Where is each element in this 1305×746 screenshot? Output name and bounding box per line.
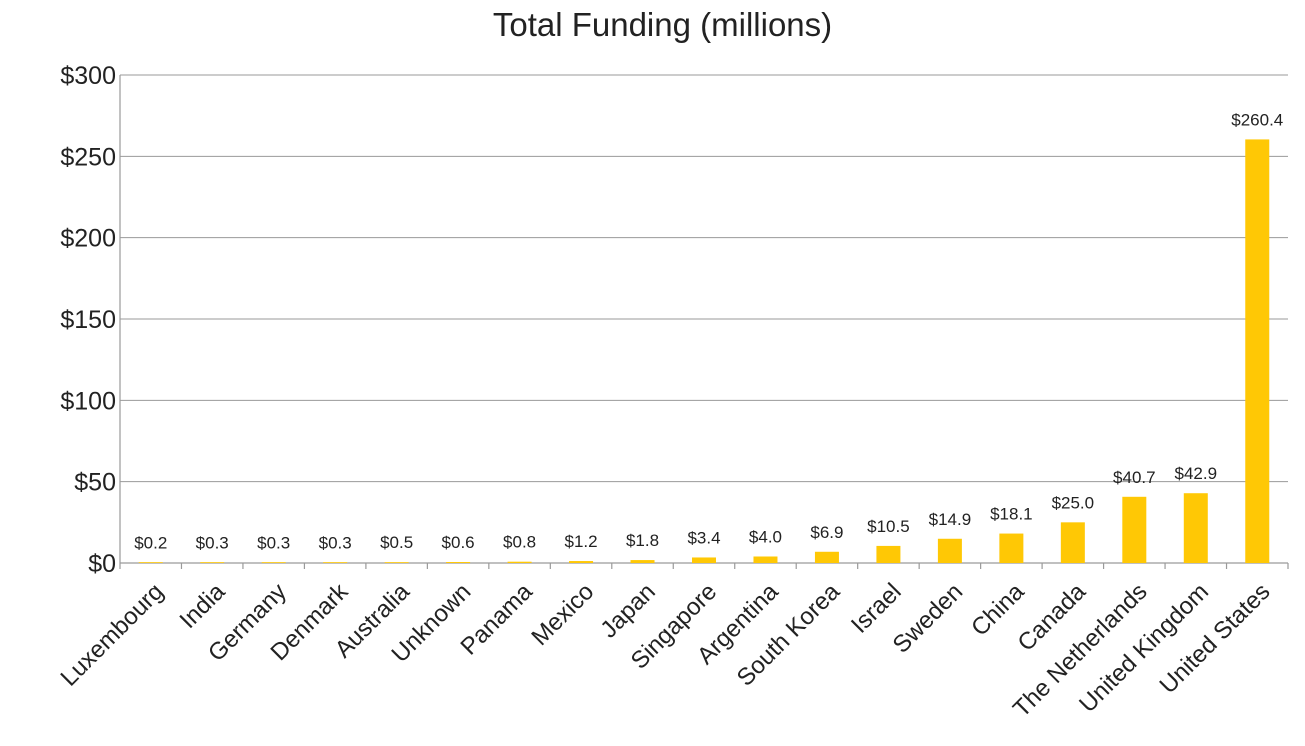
bar: [1245, 139, 1270, 563]
data-label: $260.4: [1231, 110, 1283, 129]
x-tick-label: Luxembourg: [56, 578, 169, 691]
gridlines: [119, 74, 1289, 569]
data-label: $14.9: [929, 510, 972, 529]
data-label: $25.0: [1052, 493, 1095, 512]
bar: [200, 562, 225, 563]
bar: [876, 545, 901, 563]
y-axis-ticks: $0 $50 $100 $150 $200 $250 $300: [60, 62, 116, 578]
data-label: $6.9: [810, 523, 843, 542]
y-tick-label: $50: [74, 469, 116, 497]
data-label: $0.6: [442, 533, 475, 552]
data-label: $1.2: [565, 532, 598, 551]
bar: [446, 562, 471, 563]
data-label: $3.4: [687, 528, 720, 547]
bar: [323, 562, 348, 563]
data-label: $0.8: [503, 533, 536, 552]
bar: [507, 561, 532, 563]
y-tick-label: $250: [60, 143, 116, 171]
data-labels: $0.2 $0.3 $0.3 $0.3 $0.5 $0.6 $0.8 $1.2 $1.8 $3.4…: [134, 110, 1283, 552]
bar: [937, 538, 962, 563]
bar: [138, 562, 163, 563]
bar: [814, 551, 839, 563]
bars: [138, 139, 1270, 563]
bar: [569, 561, 594, 563]
data-label: $10.5: [867, 517, 910, 536]
data-label: $0.3: [257, 534, 290, 553]
x-tick-label: Sweden: [888, 578, 968, 658]
data-label: $0.3: [319, 534, 352, 553]
bar: [1183, 493, 1208, 563]
x-tick-label: United States: [1155, 578, 1276, 699]
y-tick-label: $300: [60, 62, 116, 90]
data-label: $4.0: [749, 527, 782, 546]
data-label: $18.1: [990, 505, 1033, 524]
bar: [753, 556, 778, 563]
y-tick-label: $150: [60, 306, 116, 334]
y-tick-label: $200: [60, 225, 116, 253]
x-tick-label: India: [175, 578, 231, 634]
data-label: $0.2: [134, 534, 167, 553]
bar: [1060, 522, 1085, 563]
bar: [261, 562, 286, 563]
y-tick-label: $100: [60, 387, 116, 415]
data-label: $40.7: [1113, 468, 1156, 487]
data-label: $0.5: [380, 533, 413, 552]
data-label: $42.9: [1175, 464, 1218, 483]
bar: [630, 560, 655, 563]
y-tick-label: $0: [88, 550, 116, 578]
x-axis-ticks: Luxembourg IndiaGermanyDenmarkAustraliaUn…: [56, 577, 1276, 722]
chart-title: Total Funding (millions): [492, 6, 833, 43]
data-label: $1.8: [626, 531, 659, 550]
bar: [999, 533, 1024, 563]
bar: [1122, 496, 1147, 563]
data-label: $0.3: [196, 534, 229, 553]
x-tick-label: Mexico: [526, 578, 599, 651]
bar: [692, 557, 716, 563]
bar: [384, 562, 409, 563]
